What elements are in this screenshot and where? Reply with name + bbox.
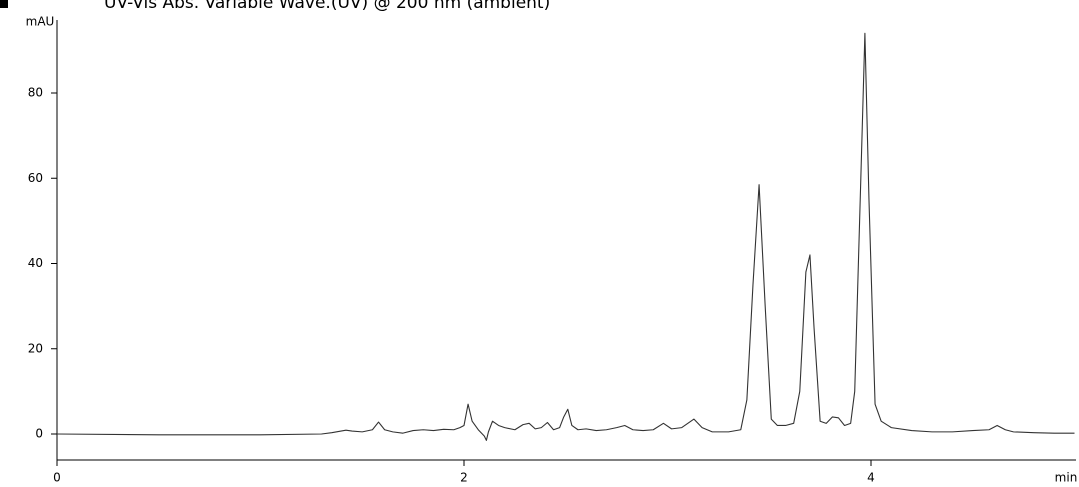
x-tick-label: 0	[53, 471, 61, 485]
y-tick-label: 0	[35, 427, 43, 441]
y-tick-label: 20	[28, 341, 43, 355]
x-axis-label: min	[1055, 471, 1078, 485]
chart-title: UV-Vis Abs. Variable Wave.(UV) @ 200 nm …	[104, 0, 550, 13]
x-tick-label: 4	[867, 471, 875, 485]
y-tick-label: 40	[28, 256, 43, 270]
header-mark	[0, 0, 8, 8]
y-tick-label: 80	[28, 86, 43, 100]
y-tick-label: 60	[28, 171, 43, 185]
x-tick-label: 2	[460, 471, 468, 485]
y-axis-label: mAU	[26, 15, 55, 29]
trace	[56, 32, 1075, 441]
